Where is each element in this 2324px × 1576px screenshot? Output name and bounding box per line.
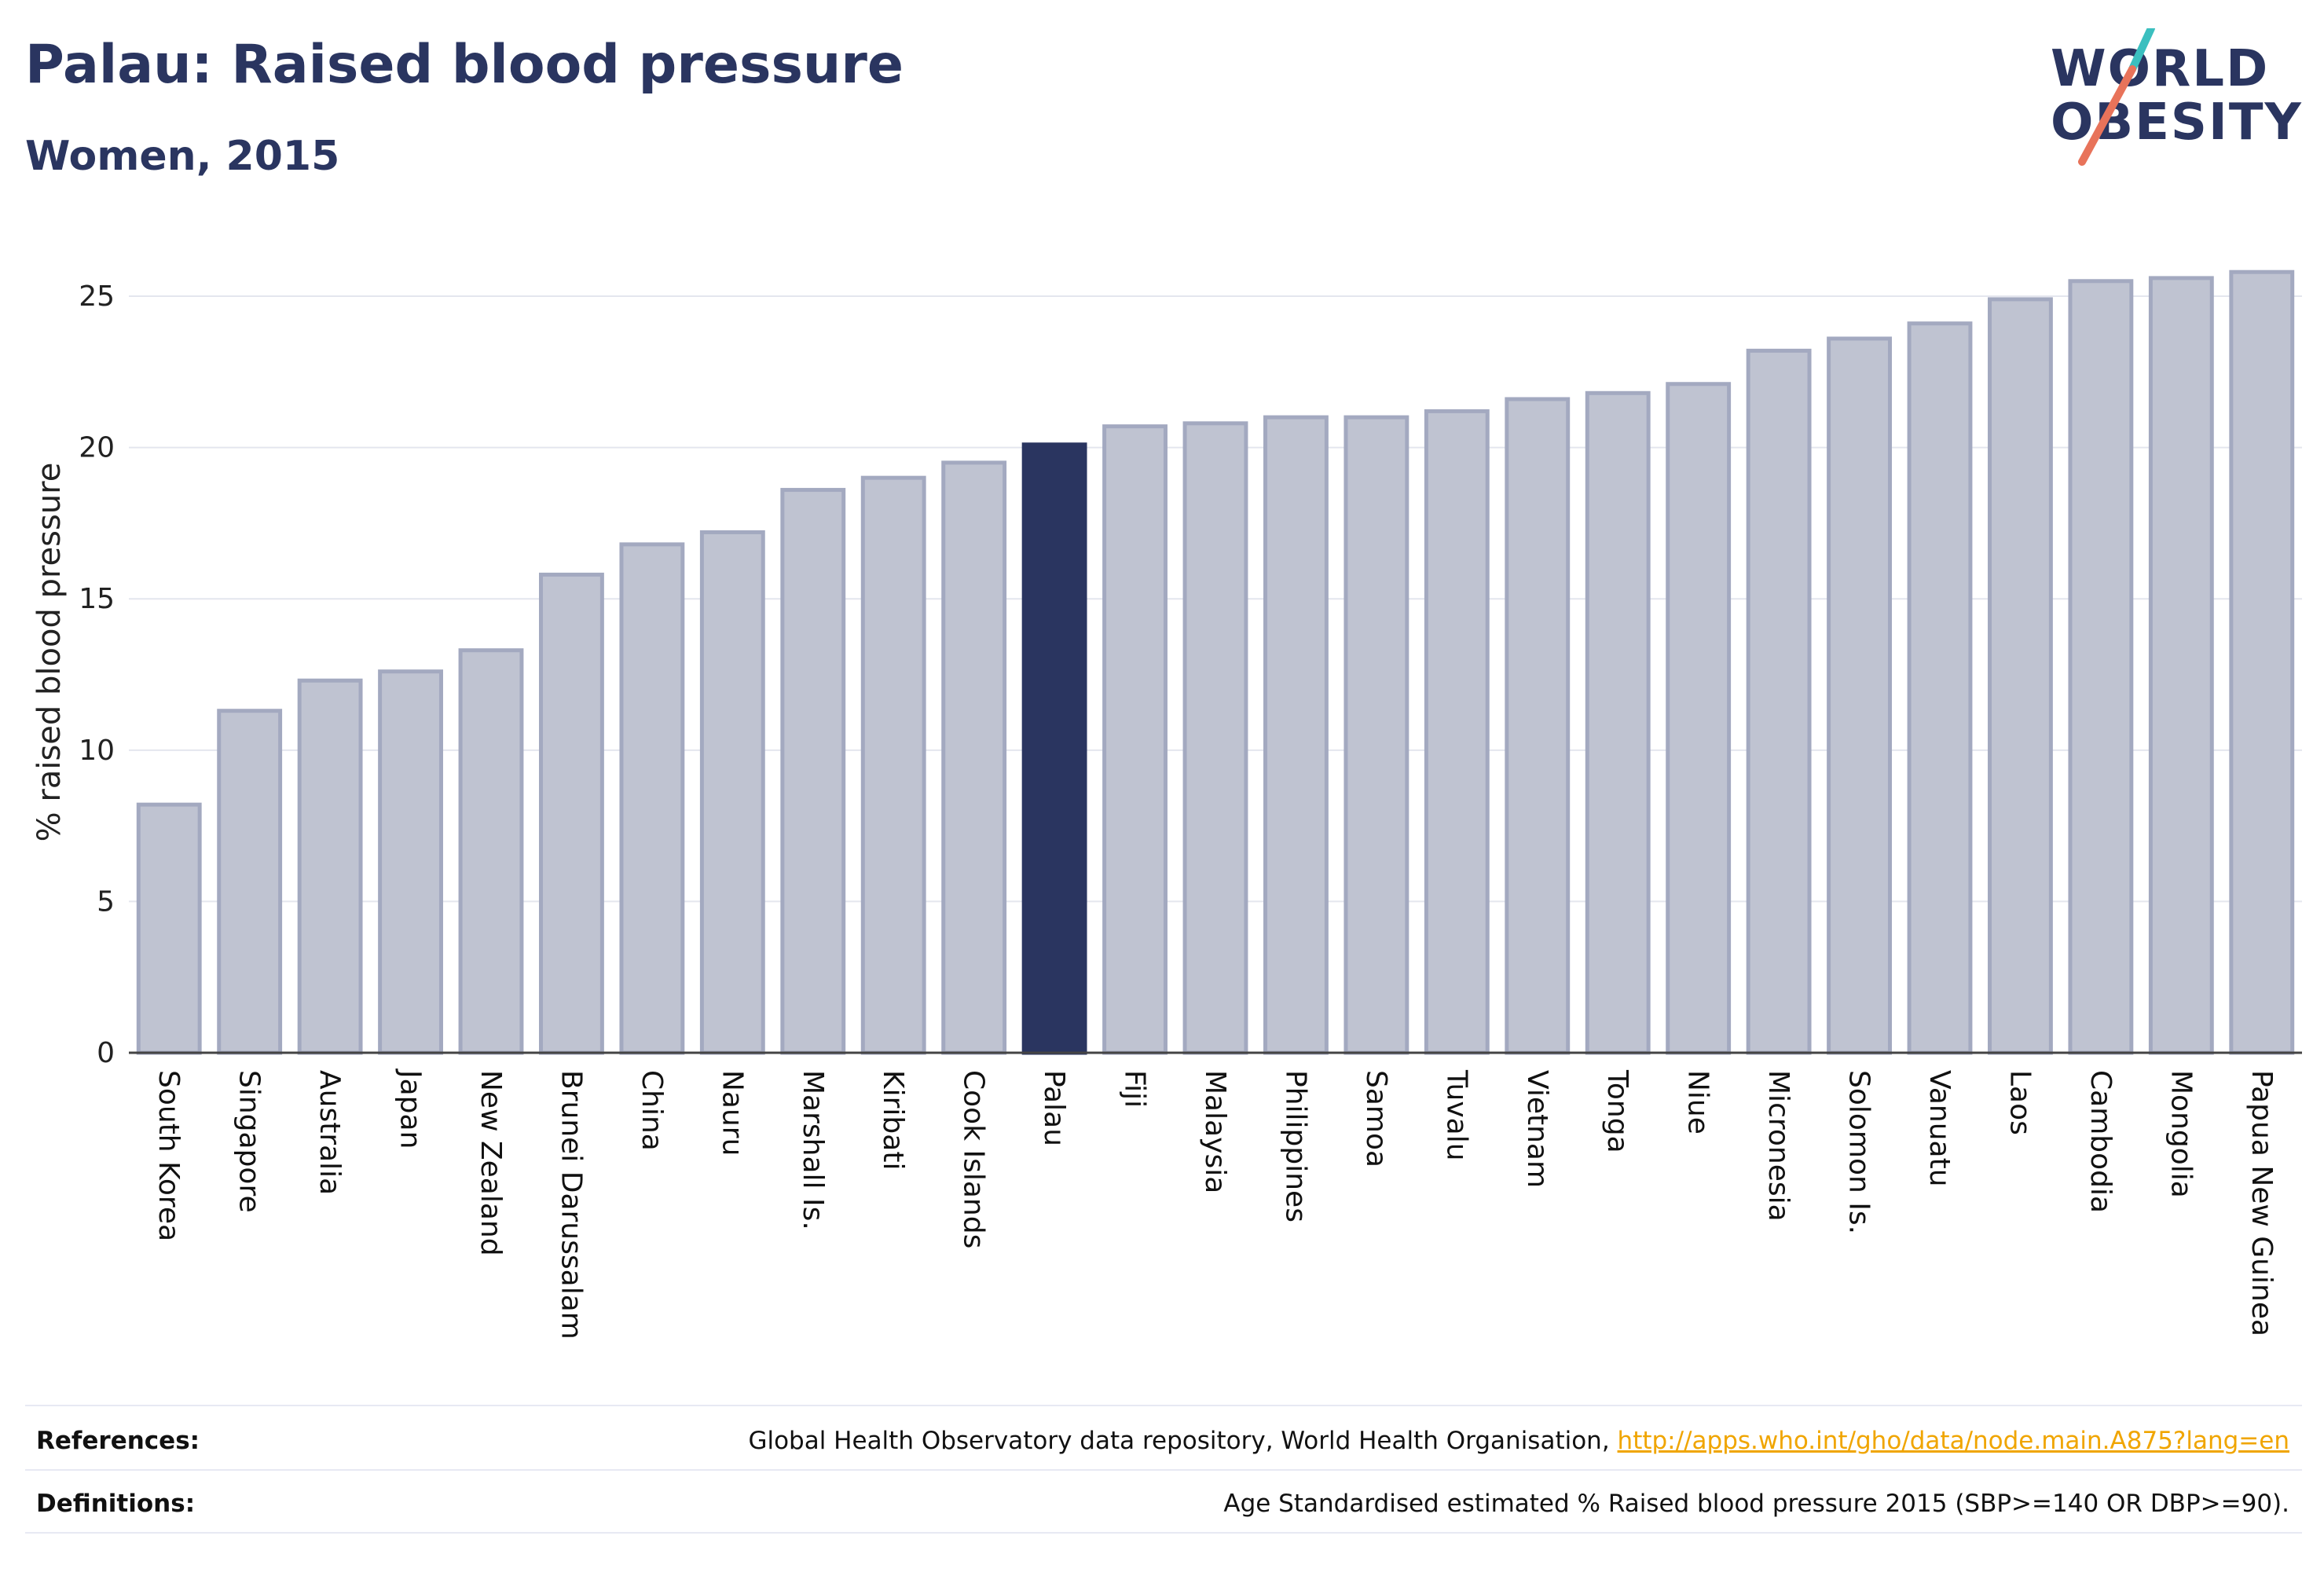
x-tick-label: Cook Islands bbox=[958, 1070, 990, 1248]
x-tick-label: Tuvalu bbox=[1440, 1069, 1472, 1161]
y-tick-label: 25 bbox=[79, 280, 115, 313]
x-tick-label: Nauru bbox=[716, 1070, 748, 1156]
x-tick-label: Samoa bbox=[1360, 1070, 1392, 1167]
bar bbox=[1102, 424, 1167, 1055]
x-tick-label: Solomon Is. bbox=[1843, 1070, 1875, 1234]
logo-line-1: WORLD bbox=[2051, 40, 2270, 98]
bar-chart: 0 5 10 15 20 25 % raised blood pressure South K… bbox=[31, 269, 2302, 1340]
bar bbox=[1505, 397, 1571, 1055]
y-tick-label: 5 bbox=[97, 885, 115, 918]
bar bbox=[539, 572, 604, 1055]
x-tick-label: Cambodia bbox=[2084, 1070, 2117, 1213]
bar bbox=[458, 648, 524, 1055]
x-tick-label: Marshall Is. bbox=[797, 1070, 829, 1230]
references-value: Global Health Observatory data repositor… bbox=[748, 1427, 2289, 1455]
y-axis-label: % raised blood pressure bbox=[31, 463, 68, 842]
bar bbox=[2068, 279, 2134, 1055]
footer-divider-top bbox=[25, 1405, 2302, 1406]
y-tick-label: 0 bbox=[97, 1037, 115, 1069]
x-tick-label: China bbox=[636, 1070, 668, 1151]
x-tick-label: Micronesia bbox=[1762, 1070, 1794, 1222]
bar bbox=[1988, 297, 2053, 1055]
bar bbox=[1343, 415, 1409, 1055]
x-tick-label: Philippines bbox=[1279, 1070, 1311, 1222]
references-text: Global Health Observatory data repositor… bbox=[748, 1427, 1618, 1455]
bar bbox=[1585, 390, 1651, 1055]
x-tick-label: Vanuatu bbox=[1923, 1070, 1956, 1187]
x-tick-label: Niue bbox=[1682, 1070, 1714, 1134]
footer-divider-middle bbox=[25, 1469, 2302, 1471]
bar bbox=[860, 475, 926, 1055]
chart-title: Palau: Raised blood pressure bbox=[25, 34, 904, 96]
x-tick-label: South Korea bbox=[152, 1070, 185, 1241]
footer-divider-bottom bbox=[25, 1532, 2302, 1534]
references-link[interactable]: http://apps.who.int/gho/data/node.main.A… bbox=[1617, 1427, 2289, 1455]
x-tick-label: Fiji bbox=[1119, 1070, 1151, 1108]
x-tick-label: Laos bbox=[2003, 1070, 2036, 1135]
x-tick-label: Tonga bbox=[1601, 1069, 1633, 1153]
bar bbox=[619, 542, 685, 1055]
bar bbox=[1907, 321, 1973, 1055]
x-tick-label: Mongolia bbox=[2165, 1070, 2197, 1198]
definitions-label: Definitions: bbox=[36, 1490, 196, 1518]
x-tick-label: Papua New Guinea bbox=[2245, 1070, 2278, 1336]
y-tick-label: 20 bbox=[79, 432, 115, 464]
y-tick-label: 15 bbox=[79, 583, 115, 615]
bar bbox=[1746, 348, 1812, 1055]
x-tick-label: Malaysia bbox=[1199, 1070, 1231, 1193]
x-tick-label: Australia bbox=[313, 1070, 346, 1195]
bar bbox=[780, 488, 846, 1055]
bar-highlight bbox=[1021, 442, 1087, 1055]
x-tick-label: Vietnam bbox=[1521, 1070, 1553, 1188]
references-label: References: bbox=[36, 1427, 200, 1455]
bar bbox=[941, 460, 1007, 1055]
definitions-value: Age Standardised estimated % Raised bloo… bbox=[1223, 1490, 2289, 1518]
x-tick-label: Kiribati bbox=[877, 1070, 909, 1170]
x-tick-label: Singapore bbox=[233, 1070, 266, 1213]
bar bbox=[2229, 269, 2295, 1055]
x-tick-label: New Zealand bbox=[475, 1070, 507, 1256]
bar bbox=[297, 678, 363, 1055]
bar bbox=[378, 669, 443, 1055]
x-tick-label: Japan bbox=[394, 1068, 427, 1149]
bar bbox=[1424, 409, 1490, 1055]
bar bbox=[136, 802, 202, 1055]
x-tick-label: Palau bbox=[1038, 1070, 1070, 1146]
bar bbox=[2148, 276, 2214, 1055]
chart-subtitle: Women, 2015 bbox=[25, 133, 340, 180]
bar bbox=[1263, 415, 1329, 1055]
x-tick-label: Brunei Darussalam bbox=[555, 1070, 587, 1340]
bar bbox=[1666, 382, 1732, 1055]
bar bbox=[1827, 336, 1892, 1055]
world-obesity-logo: WORLD OBESITY bbox=[2051, 28, 2310, 170]
bar bbox=[217, 709, 283, 1055]
bar bbox=[699, 530, 765, 1055]
logo-slash-icon bbox=[2078, 28, 2155, 166]
bar bbox=[1182, 421, 1248, 1055]
y-tick-label: 10 bbox=[79, 735, 115, 767]
